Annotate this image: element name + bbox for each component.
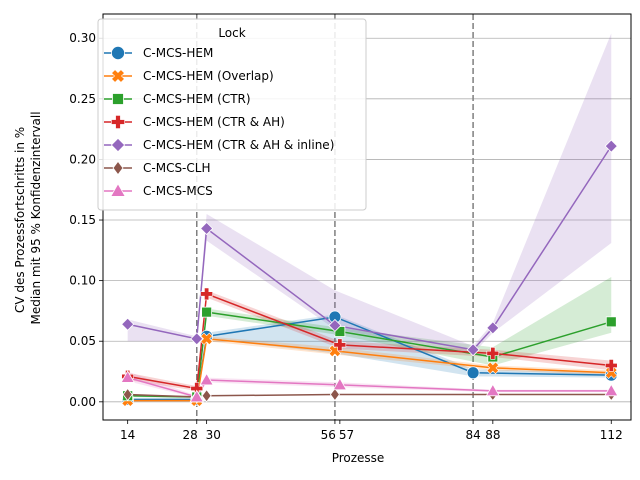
x-tick-label: 14 (120, 428, 135, 442)
y-axis-ticks: 0.00 0.05 0.10 0.15 0.20 0.25 0.30 (69, 31, 103, 409)
data-point (332, 377, 348, 391)
data-point (120, 370, 135, 383)
legend-swatch-marker (111, 115, 125, 129)
data-point (486, 347, 500, 360)
legend-label: C-MCS-HEM (CTR & AH) (143, 115, 285, 129)
y-tick-label: 0.30 (69, 31, 96, 45)
data-point (122, 387, 133, 402)
data-point (486, 321, 500, 335)
data-point (485, 383, 501, 397)
y-axis-label: CV des Prozessfortschritts in % Median m… (13, 111, 43, 324)
data-point (201, 389, 212, 403)
legend-label: C-MCS-HEM (CTR & AH & inline) (143, 138, 334, 152)
data-point (466, 366, 480, 380)
data-point (333, 338, 347, 352)
legend-swatch-marker (112, 160, 124, 176)
y-tick-label: 0.25 (69, 92, 96, 106)
series-markers (120, 139, 619, 407)
legend-swatch-marker (112, 93, 124, 105)
x-axis-label: Prozesse (332, 451, 385, 465)
data-point (190, 332, 204, 346)
x-tick-label: 57 (339, 428, 354, 442)
x-tick-label: 84 (465, 428, 480, 442)
y-axis-label-line1: CV des Prozessfortschritts in % (13, 127, 27, 313)
x-axis-ticks: 14 28 30 56 57 84 88 112 (120, 420, 623, 442)
data-point (201, 306, 213, 318)
y-tick-label: 0.05 (69, 334, 96, 348)
y-axis-label-line2: Median mit 95 % Konfidenzintervall (29, 111, 43, 324)
legend-label: C-MCS-CLH (143, 161, 210, 175)
confidence-band (127, 276, 612, 399)
series-line (127, 393, 612, 398)
data-point (200, 221, 214, 236)
data-point (199, 372, 214, 386)
y-tick-label: 0.20 (69, 152, 96, 166)
legend-label: C-MCS-HEM (143, 46, 213, 60)
data-point (329, 387, 340, 402)
legend-title: Lock (218, 26, 245, 40)
series-line (127, 376, 612, 398)
data-point (328, 318, 342, 333)
x-tick-label: 28 (182, 428, 197, 442)
data-point (604, 139, 618, 153)
series-line (127, 292, 612, 390)
legend-swatch-marker (111, 69, 125, 83)
y-tick-label: 0.00 (69, 395, 96, 409)
y-tick-label: 0.10 (69, 274, 96, 288)
data-point (604, 359, 618, 372)
confidence-band (127, 314, 612, 400)
legend-swatch-marker (110, 137, 126, 153)
legend-swatch-marker (111, 46, 126, 61)
plot-frame (102, 13, 632, 421)
x-tick-label: 30 (206, 428, 221, 442)
data-point (604, 383, 619, 397)
data-point (605, 316, 617, 328)
legend-label: C-MCS-HEM (CTR) (143, 92, 251, 106)
data-point (121, 317, 135, 331)
data-point (200, 332, 213, 346)
legend: Lock C-MCS-HEM C-MCS-HEM (Overlap) C-MCS-HE… (97, 18, 367, 211)
legend-box (97, 18, 367, 211)
legend-label: C-MCS-HEM (Overlap) (143, 69, 274, 83)
y-tick-label: 0.15 (69, 213, 96, 227)
x-tick-label: 88 (485, 428, 500, 442)
data-point (189, 389, 204, 403)
data-point (466, 343, 480, 357)
data-point (200, 287, 213, 301)
legend-swatch-marker (110, 183, 126, 197)
x-tick-label: 56 (321, 428, 336, 442)
legend-label: C-MCS-MCS (143, 184, 213, 198)
series-line (127, 337, 612, 402)
x-tick-label: 112 (600, 428, 623, 442)
